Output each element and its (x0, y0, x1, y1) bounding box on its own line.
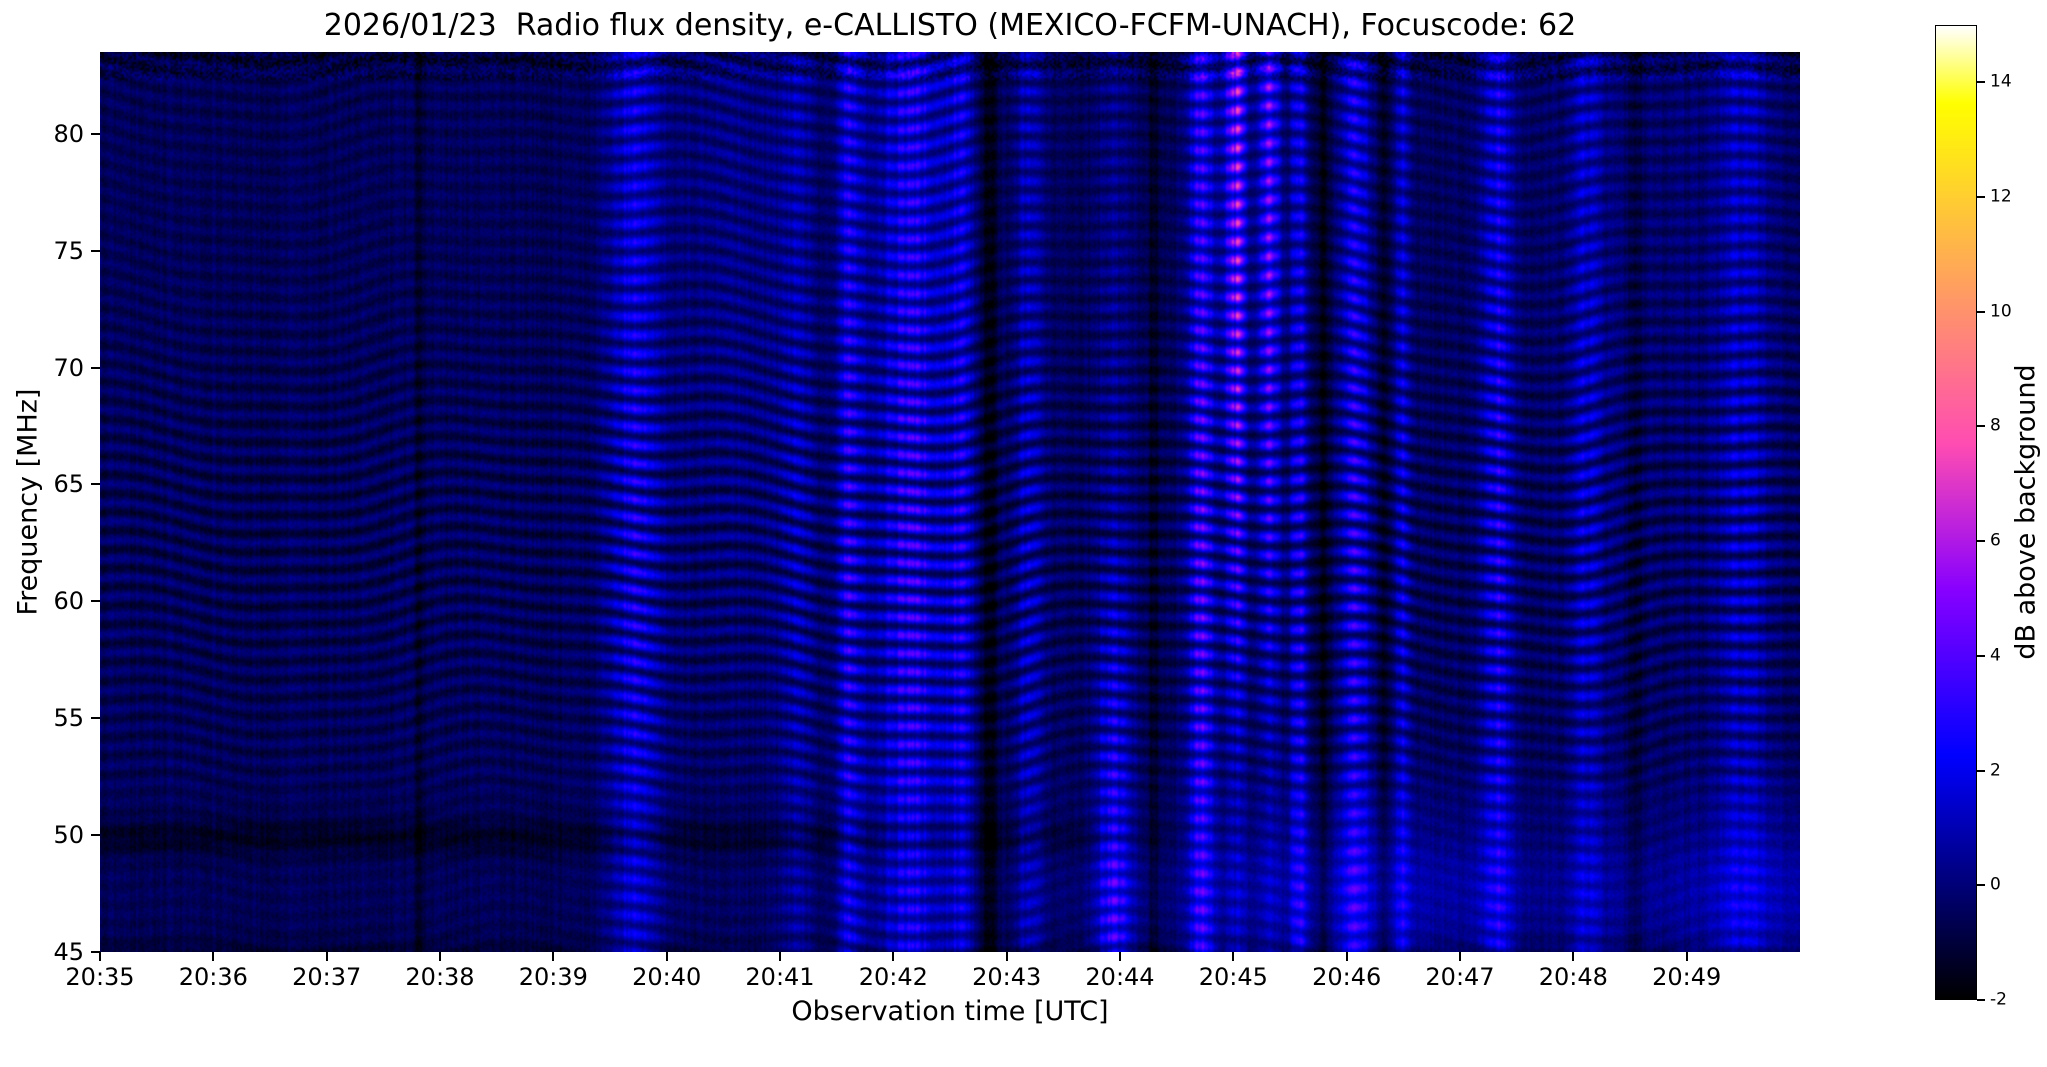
x-tick-label: 20:41 (745, 963, 815, 991)
colorbar-tick-label: 4 (1990, 645, 2001, 666)
x-tick-label: 20:43 (972, 963, 1042, 991)
colorbar-tick-label: -2 (1990, 989, 2007, 1010)
x-tick-mark (1119, 952, 1121, 961)
y-tick-mark (91, 600, 100, 603)
x-tick-label: 20:46 (1312, 963, 1382, 991)
x-tick-mark (212, 952, 215, 961)
colorbar-tick-mark (1977, 884, 1985, 887)
y-tick-mark (91, 366, 100, 369)
spectrogram-plot (100, 52, 1800, 952)
colorbar-tick-mark (1977, 196, 1985, 199)
colorbar-tick-label: 8 (1990, 416, 2001, 437)
colorbar-tick-label: 14 (1990, 72, 2012, 92)
x-tick-mark (1232, 952, 1235, 961)
colorbar-tick-label: 6 (1990, 530, 2001, 551)
x-tick-mark (779, 952, 781, 961)
colorbar (1935, 25, 1977, 1000)
colorbar-canvas (1936, 26, 1976, 999)
colorbar-tick-mark (1977, 310, 1985, 313)
y-tick-label: 65 (53, 470, 84, 499)
x-tick-label: 20:49 (1652, 963, 1722, 991)
x-tick-mark (1685, 952, 1688, 961)
x-tick-mark (1005, 952, 1008, 961)
colorbar-tick-mark (1977, 425, 1985, 428)
x-tick-label: 20:48 (1538, 963, 1608, 991)
y-tick-mark (91, 834, 100, 837)
colorbar-tick-mark (1977, 654, 1985, 657)
spectrogram-canvas (100, 52, 1800, 952)
x-tick-mark (892, 952, 895, 961)
x-tick-label: 20:38 (405, 963, 475, 991)
y-tick-mark (91, 249, 100, 252)
x-tick-mark (99, 952, 101, 961)
x-tick-mark (1572, 952, 1575, 961)
x-tick-label: 20:37 (292, 963, 362, 991)
y-tick-label: 55 (53, 704, 84, 733)
y-tick-mark (91, 132, 100, 135)
x-tick-mark (1459, 952, 1461, 961)
colorbar-tick-mark (1977, 540, 1985, 543)
x-tick-mark (552, 952, 555, 961)
x-tick-label: 20:44 (1085, 963, 1155, 991)
y-tick-label: 80 (53, 119, 84, 148)
colorbar-tick-label: 2 (1990, 760, 2001, 781)
x-axis-label: Observation time [UTC] (791, 996, 1109, 1027)
x-tick-label: 20:42 (858, 963, 928, 991)
y-tick-mark (91, 717, 100, 720)
x-tick-label: 20:36 (178, 963, 248, 991)
x-tick-mark (665, 952, 668, 961)
colorbar-tick-mark (1977, 769, 1985, 772)
x-tick-mark (439, 952, 441, 961)
colorbar-tick-label: 0 (1990, 874, 2001, 895)
y-tick-label: 45 (53, 937, 84, 966)
chart-title: 2026/01/23 Radio flux density, e-CALLIST… (323, 8, 1577, 43)
y-tick-mark (91, 483, 100, 486)
x-tick-mark (1345, 952, 1348, 961)
y-axis-label: Frequency [MHz] (12, 388, 44, 616)
y-tick-label: 75 (53, 236, 84, 265)
x-tick-label: 20:39 (518, 963, 588, 991)
x-tick-label: 20:45 (1198, 963, 1268, 991)
colorbar-tick-mark (1977, 999, 1985, 1001)
y-tick-label: 50 (53, 820, 84, 849)
y-tick-mark (91, 951, 100, 953)
x-tick-mark (325, 952, 328, 961)
x-tick-label: 20:47 (1425, 963, 1495, 991)
y-tick-label: 60 (53, 587, 84, 616)
colorbar-tick-mark (1977, 81, 1985, 84)
colorbar-tick-label: 12 (1990, 186, 2012, 207)
colorbar-tick-label: 10 (1990, 301, 2012, 322)
colorbar-label: dB above background (2010, 364, 2042, 660)
y-tick-label: 70 (53, 353, 84, 382)
x-tick-label: 20:40 (632, 963, 702, 991)
x-tick-label: 20:35 (65, 963, 135, 991)
